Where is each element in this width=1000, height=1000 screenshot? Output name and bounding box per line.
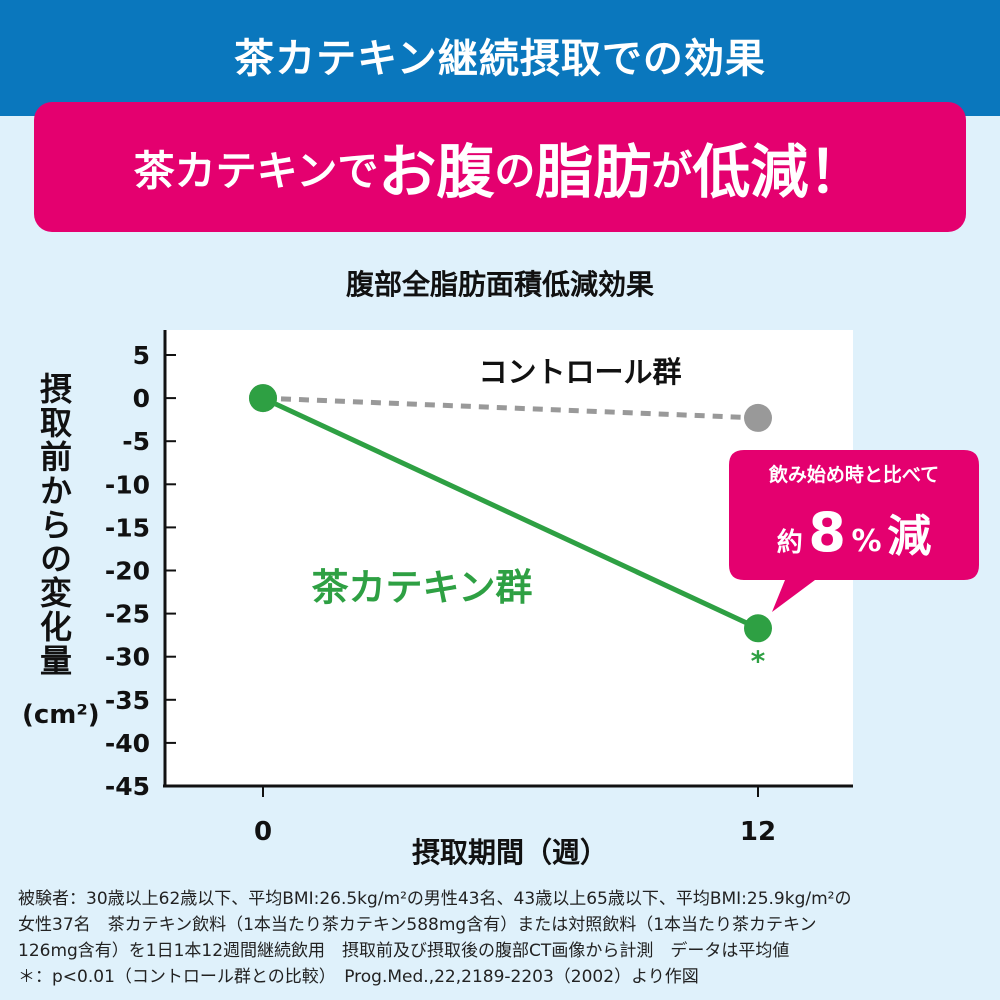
significance-marker: * (751, 644, 766, 677)
y-tick-label: -35 (105, 686, 150, 715)
y-tick-label: 0 (133, 384, 150, 413)
y-tick-label: -25 (105, 600, 150, 629)
y-tick-label: -20 (105, 557, 150, 586)
banner-text-1: 茶カテキンで (133, 147, 379, 195)
callout-percent: % (851, 524, 882, 559)
legend-catechin: 茶カテキン群 (312, 566, 533, 609)
banner-text-2: お腹 (378, 138, 495, 206)
x-axis-label: 摂取期間（週） (412, 836, 608, 869)
y-tick-label: -45 (105, 772, 150, 801)
y-tick-label: -5 (122, 427, 150, 456)
footnote: 被験者：30歳以上62歳以下、平均BMI:26.5kg/m²の男性43名、43歳… (18, 886, 986, 990)
page-title: 茶カテキン継続摂取での効果 (234, 36, 766, 82)
banner-text-4: 脂肪 (535, 138, 652, 206)
footnote-line: 女性37名 茶カテキン飲料（1本当たり茶カテキン588mg含有）または対照飲料（… (18, 915, 817, 935)
y-tick-label: -10 (105, 470, 150, 499)
chart-title: 腹部全脂肪面積低減効果 (345, 268, 654, 301)
y-tick-label: -15 (105, 513, 150, 542)
banner-text-6: 低減！ (692, 138, 867, 206)
y-tick-label: 5 (133, 341, 150, 370)
callout-number: 8 (808, 501, 846, 564)
footnote-line: 被験者：30歳以上62歳以下、平均BMI:26.5kg/m²の男性43名、43歳… (18, 889, 852, 909)
x-tick-label: 0 (254, 817, 272, 847)
y-tick-label: -40 (105, 729, 150, 758)
callout-prefix: 約 (776, 528, 803, 558)
chart-svg: 5 0 -5 -10 -15 -20 -25 -30 -35 -40 -45 0 12 * 摂取期間（… (105, 330, 979, 869)
callout-line1: 飲み始め時と比べて (768, 464, 940, 486)
headline-banner: 茶カテキンで お腹 の 脂肪 が 低減！ (34, 102, 966, 232)
header-band (0, 0, 1000, 116)
banner-text-3: の (494, 147, 536, 195)
series-line-1 (261, 395, 760, 631)
data-point-1 (744, 614, 772, 643)
banner-text-5: が (651, 147, 693, 195)
callout-suffix: 減 (887, 511, 932, 562)
series-group: * (249, 384, 772, 677)
footnote-line: ＊：p<0.01（コントロール群との比較） Prog.Med.,22,2189-… (18, 967, 699, 987)
y-axis-unit: (cm²) (22, 700, 100, 730)
y-axis-label: 摂取前からの変化量 (35, 372, 73, 678)
callout-reduction: 約 8 % 減 (730, 500, 978, 564)
x-tick-label: 12 (740, 817, 776, 847)
y-tick-label: -30 (105, 643, 150, 672)
legend-control: コントロール群 (478, 355, 681, 389)
footnote-line: 126mg含有）を1日1本12週間継続飲用 摂取前及び摂取後の腹部CT画像から計… (18, 941, 790, 961)
x-ticks: 0 12 (254, 786, 776, 847)
data-point-0 (744, 403, 772, 432)
y-ticks: 5 0 -5 -10 -15 -20 -25 -30 -35 -40 -45 (105, 341, 176, 801)
callout-bubble (729, 450, 979, 612)
data-point-1 (249, 384, 277, 413)
